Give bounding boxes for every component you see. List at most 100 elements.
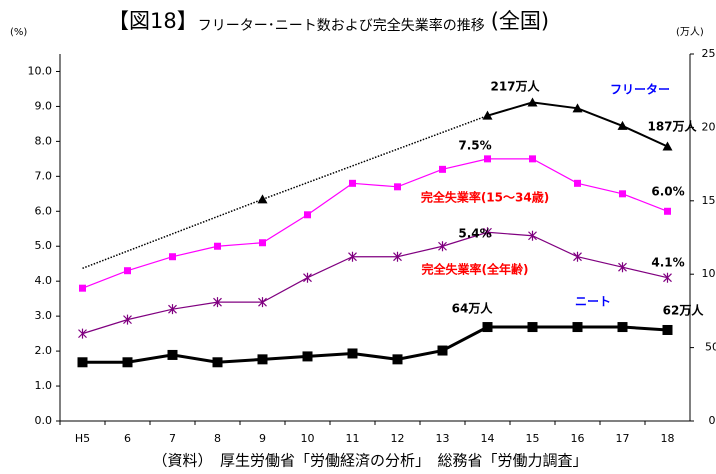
annotation: 64万人 bbox=[452, 301, 494, 316]
marker bbox=[257, 194, 268, 204]
y-tick-label: 10.0 bbox=[28, 64, 53, 77]
marker bbox=[527, 322, 538, 333]
series-label: ニート bbox=[575, 295, 611, 309]
y-tick-label: 0.0 bbox=[35, 414, 53, 427]
marker bbox=[124, 267, 131, 275]
marker bbox=[214, 242, 221, 250]
marker bbox=[348, 251, 357, 262]
marker bbox=[168, 304, 177, 315]
marker bbox=[257, 354, 268, 365]
y2-tick-label: 0 bbox=[709, 414, 716, 427]
marker bbox=[392, 354, 403, 365]
y-tick-label: 9.0 bbox=[35, 99, 53, 112]
y2-tick-label: 250 bbox=[702, 47, 716, 60]
marker bbox=[167, 349, 178, 360]
marker bbox=[302, 351, 313, 362]
y-tick-label: 2.0 bbox=[35, 344, 53, 357]
y-tick-label: 3.0 bbox=[35, 309, 53, 322]
x-tick-label: 11 bbox=[346, 432, 360, 445]
marker bbox=[437, 345, 448, 356]
marker bbox=[572, 103, 583, 113]
x-tick-label: 13 bbox=[436, 432, 450, 445]
annotation: 217万人 bbox=[490, 79, 540, 94]
marker bbox=[528, 230, 537, 241]
x-tick-label: 14 bbox=[481, 432, 495, 445]
marker bbox=[393, 251, 402, 262]
marker bbox=[304, 211, 311, 219]
annotation: 5.4% bbox=[458, 227, 491, 241]
annotation: 62万人 bbox=[663, 303, 705, 318]
marker bbox=[484, 155, 491, 163]
marker bbox=[529, 155, 536, 163]
x-tick-label: 18 bbox=[661, 432, 675, 445]
marker bbox=[617, 120, 628, 130]
chart-title: 【図18】フリーター･ニート数および完全失業率の推移 (全国) bbox=[108, 9, 549, 34]
marker bbox=[574, 179, 581, 187]
marker bbox=[438, 241, 447, 252]
y-axis-unit: (%) bbox=[10, 27, 27, 38]
y-tick-label: 8.0 bbox=[35, 134, 53, 147]
annotation: 6.0% bbox=[651, 185, 684, 199]
annotation: 187万人 bbox=[647, 119, 697, 134]
y-tick-label: 6.0 bbox=[35, 204, 53, 217]
marker bbox=[483, 227, 492, 238]
x-tick-label: 17 bbox=[616, 432, 630, 445]
x-tick-label: 16 bbox=[571, 432, 585, 445]
marker bbox=[617, 322, 628, 333]
annotation: 7.5% bbox=[458, 139, 491, 153]
source-note: （資料） 厚生労働省「労働経済の分析」 総務省「労働力調査」 bbox=[152, 452, 587, 470]
title-main: フリーター･ニート数および完全失業率の推移 bbox=[198, 17, 485, 34]
x-tick-label: H5 bbox=[75, 432, 90, 445]
marker bbox=[213, 297, 222, 308]
x-tick-label: 12 bbox=[391, 432, 405, 445]
y2-tick-label: 50 bbox=[705, 341, 716, 354]
y2-tick-label: 200 bbox=[702, 120, 716, 133]
title-prefix: 【図18】 bbox=[108, 9, 198, 33]
x-tick-label: 15 bbox=[526, 432, 540, 445]
marker bbox=[663, 272, 672, 283]
y2-axis-unit: (万人) bbox=[676, 26, 704, 38]
marker bbox=[573, 251, 582, 262]
series-line bbox=[82, 231, 668, 335]
series-line bbox=[82, 325, 668, 364]
x-tick-label: 8 bbox=[214, 432, 221, 445]
marker bbox=[347, 348, 358, 359]
series-line bbox=[82, 158, 668, 289]
marker bbox=[122, 357, 133, 368]
marker bbox=[79, 284, 86, 292]
marker bbox=[664, 207, 671, 215]
series-label: 完全失業率(15～34歳) bbox=[421, 190, 549, 205]
x-tick-label: 6 bbox=[124, 432, 131, 445]
marker bbox=[349, 179, 356, 187]
y-tick-label: 1.0 bbox=[35, 379, 53, 392]
marker bbox=[662, 324, 673, 335]
marker bbox=[169, 253, 176, 261]
marker bbox=[394, 183, 401, 191]
marker bbox=[303, 272, 312, 283]
estimate-line bbox=[82, 198, 263, 270]
marker bbox=[482, 322, 493, 333]
series-label: フリーター bbox=[610, 83, 670, 97]
marker bbox=[527, 97, 538, 107]
marker bbox=[123, 314, 132, 325]
title-suffix: (全国) bbox=[491, 9, 549, 33]
marker bbox=[78, 328, 87, 339]
series-label: 完全失業率(全年齢) bbox=[422, 262, 529, 277]
marker bbox=[572, 322, 583, 333]
y-tick-label: 7.0 bbox=[35, 169, 53, 182]
marker bbox=[212, 357, 223, 368]
marker bbox=[258, 297, 267, 308]
x-tick-label: 9 bbox=[259, 432, 266, 445]
marker bbox=[482, 110, 493, 120]
estimate-line bbox=[262, 114, 488, 201]
y2-tick-label: 150 bbox=[702, 194, 716, 207]
marker bbox=[619, 190, 626, 198]
y-tick-label: 4.0 bbox=[35, 274, 53, 287]
x-tick-label: 7 bbox=[169, 432, 176, 445]
marker bbox=[259, 239, 266, 247]
y-tick-label: 5.0 bbox=[35, 239, 53, 252]
annotation: 4.1% bbox=[651, 256, 684, 270]
x-tick-label: 10 bbox=[301, 432, 315, 445]
marker bbox=[662, 141, 673, 151]
